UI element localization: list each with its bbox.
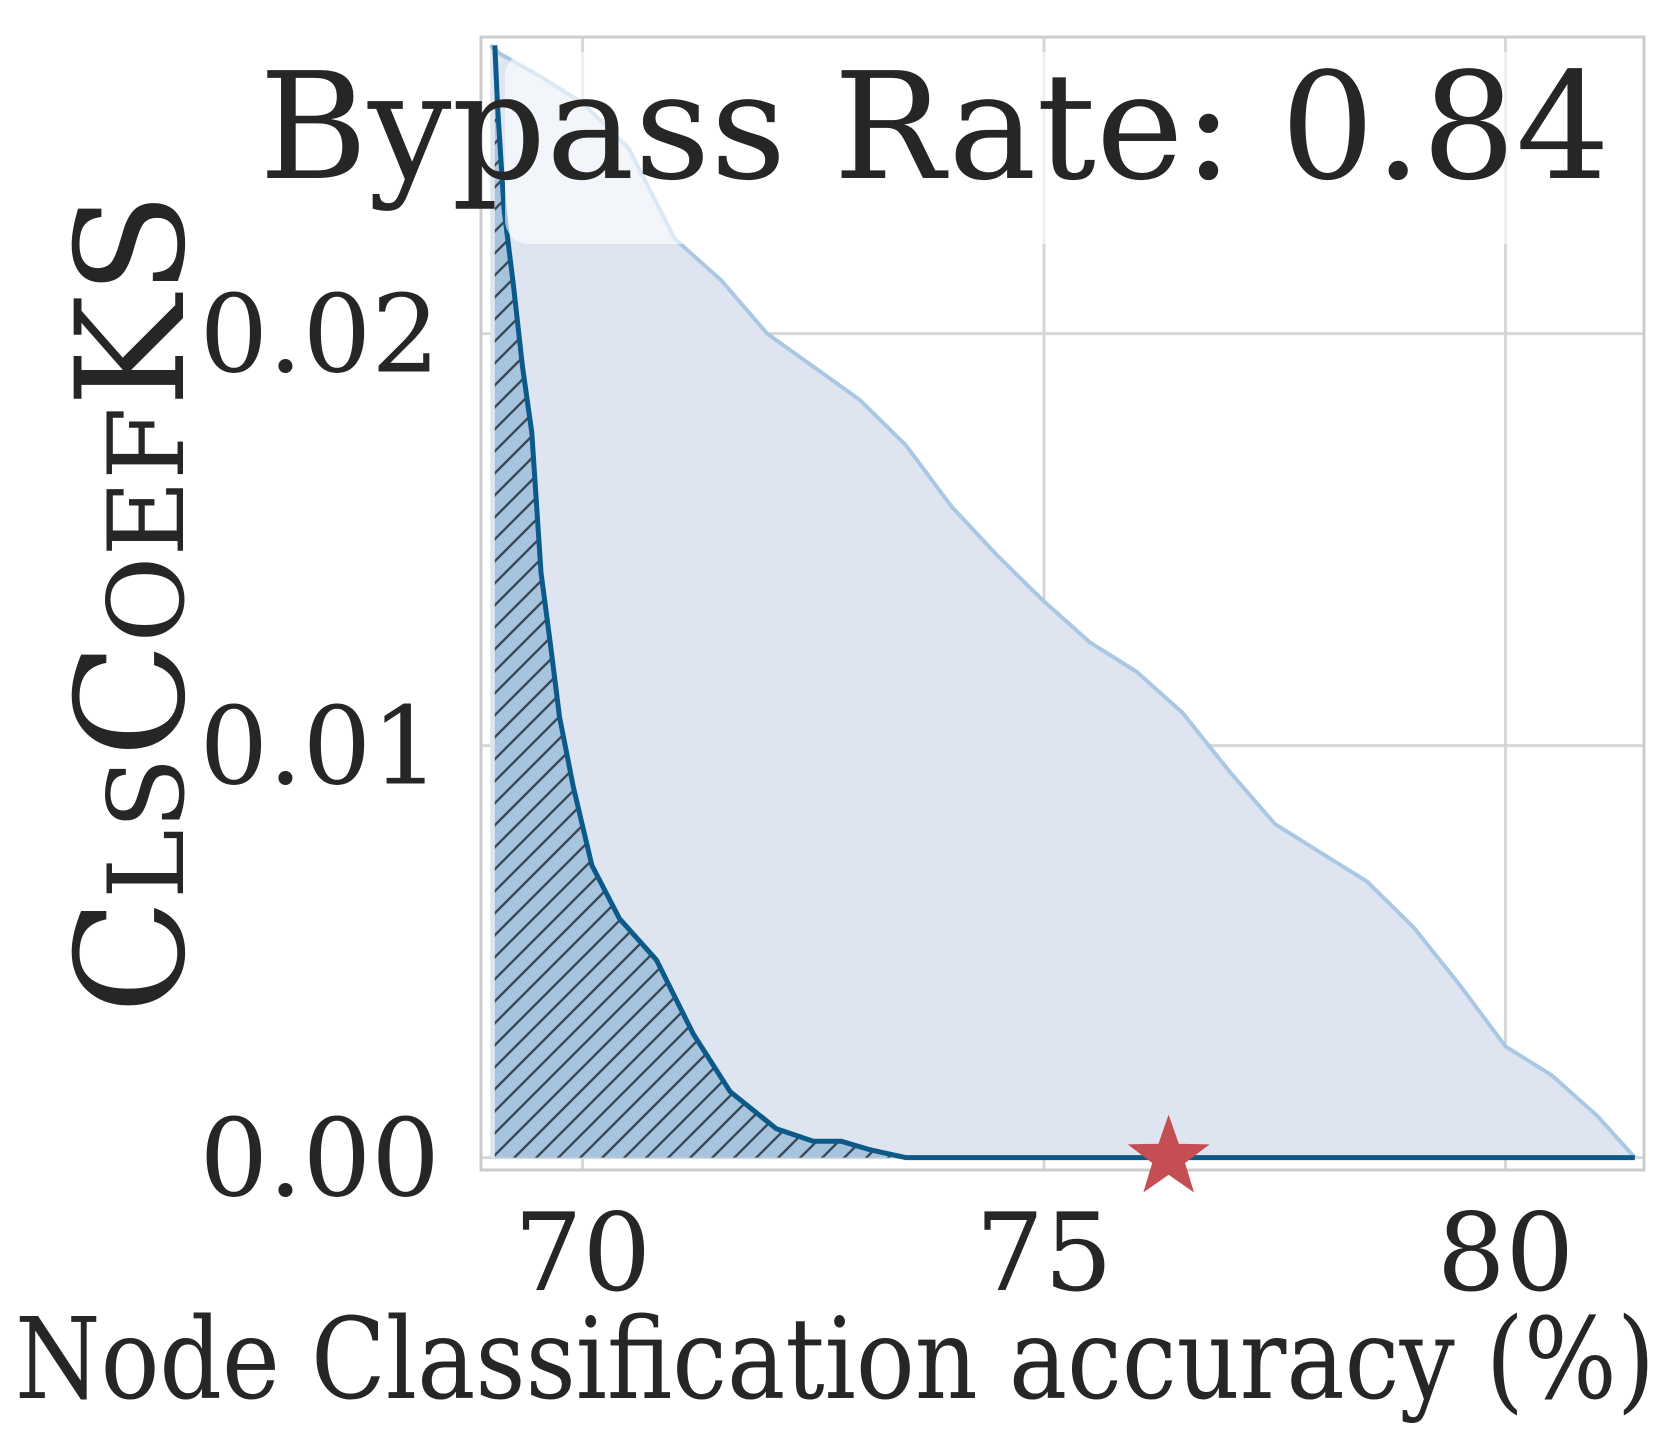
y-tick-label: 0.00	[200, 1097, 440, 1222]
x-tick-label: 70	[514, 1191, 651, 1316]
annotation-box	[505, 52, 1633, 244]
x-tick-label: 80	[1437, 1191, 1574, 1316]
y-tick-label: 0.02	[200, 273, 440, 398]
x-tick-label: 75	[975, 1191, 1112, 1316]
y-axis-label: ClsCoefKS	[45, 192, 219, 1014]
x-axis-label: Node Classification accuracy (%)	[15, 1295, 1655, 1425]
star-marker	[1127, 1114, 1210, 1193]
x-tick-labels: 70 75 80	[514, 1191, 1574, 1316]
bypass-rate-annotation: Bypass Rate: 0.84	[259, 41, 1610, 213]
curve-fill-area	[494, 45, 1635, 1158]
curve-line	[492, 45, 1635, 1161]
plot-frame	[479, 35, 1646, 1172]
y-tick-label: 0.01	[200, 685, 440, 810]
envelope-fill-area	[490, 45, 1635, 1158]
y-tick-labels: 0.00 0.01 0.02	[200, 273, 440, 1222]
